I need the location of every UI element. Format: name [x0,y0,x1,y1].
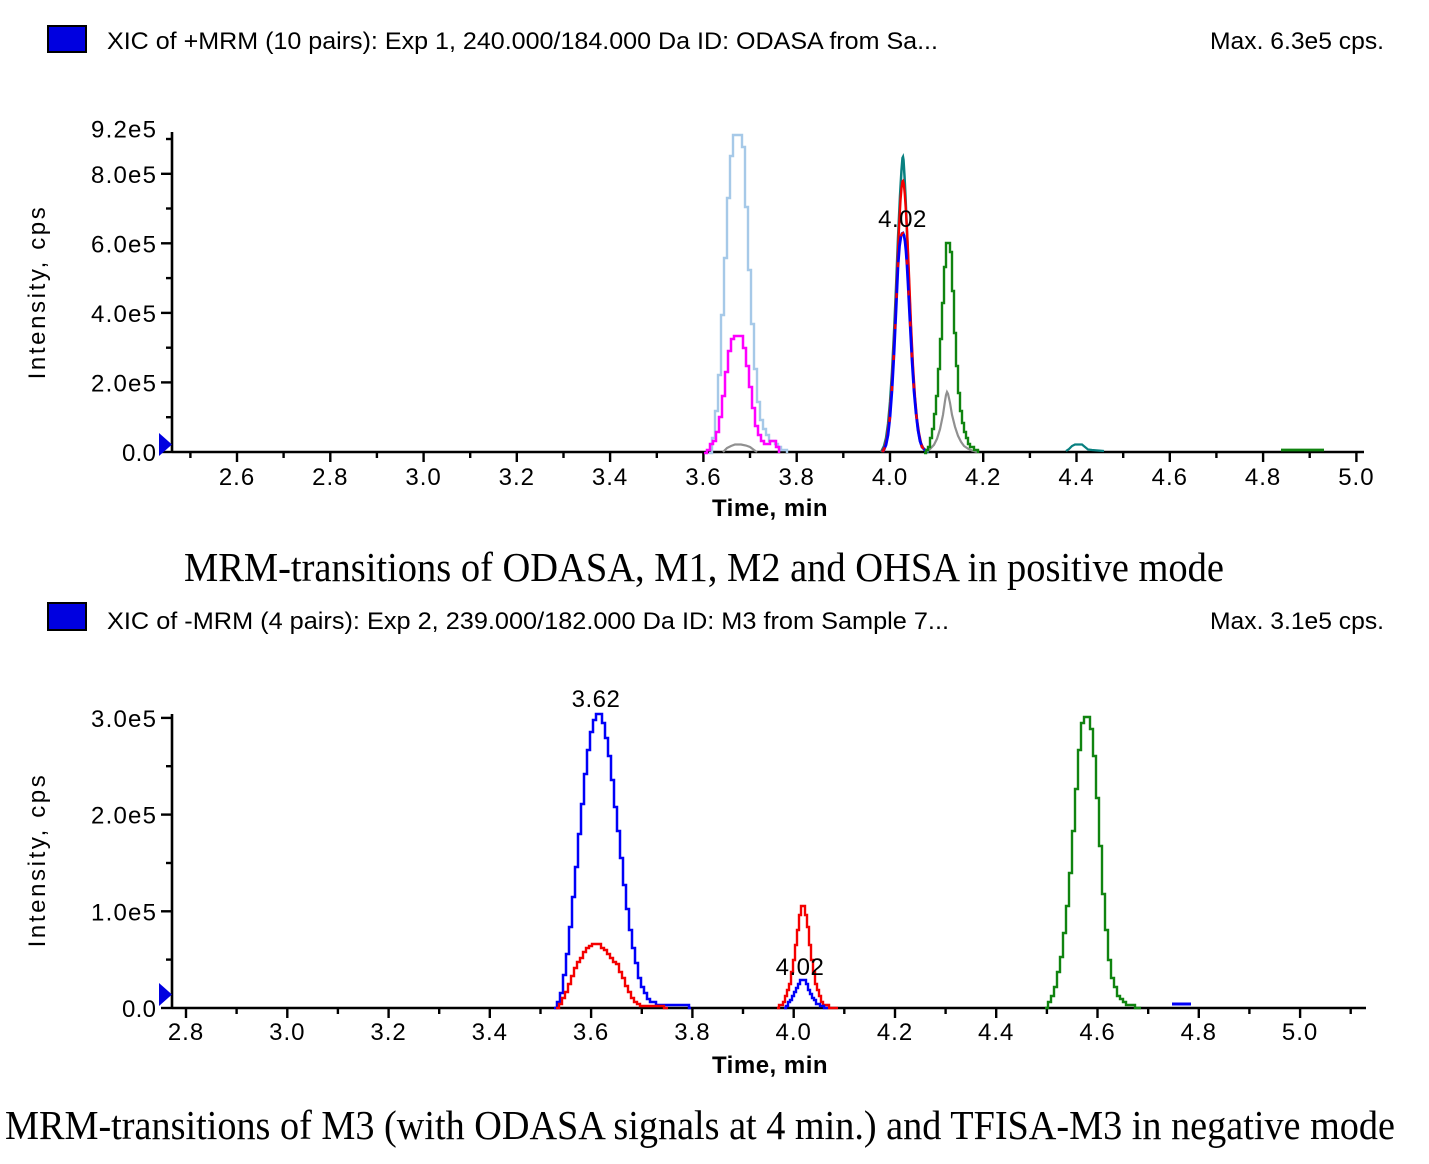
svg-text:9.2e5: 9.2e5 [91,117,156,144]
svg-text:2.0e5: 2.0e5 [91,803,156,830]
svg-text:4.2: 4.2 [965,464,1001,491]
svg-text:MRM-transitions of ODASA, M1,: MRM-transitions of ODASA, M1, M2 and OHS… [184,544,1224,590]
svg-text:4.02: 4.02 [776,954,825,981]
svg-text:3.62: 3.62 [572,686,621,713]
svg-text:3.0: 3.0 [405,464,441,491]
svg-text:3.4: 3.4 [472,1019,508,1046]
svg-text:5.0: 5.0 [1338,464,1374,491]
svg-text:3.8: 3.8 [674,1019,710,1046]
svg-text:MRM-transitions of M3 (with OD: MRM-transitions of M3 (with ODASA signal… [5,1102,1395,1148]
svg-text:3.4: 3.4 [592,464,628,491]
svg-text:4.4: 4.4 [978,1019,1014,1046]
svg-text:4.8: 4.8 [1181,1019,1217,1046]
svg-text:2.0e5: 2.0e5 [91,370,156,397]
svg-text:Max. 6.3e5 cps.: Max. 6.3e5 cps. [1210,28,1384,55]
svg-text:4.8: 4.8 [1245,464,1281,491]
svg-text:3.6: 3.6 [573,1019,609,1046]
svg-text:4.02: 4.02 [878,206,927,233]
svg-text:4.6: 4.6 [1152,464,1188,491]
svg-text:Intensity, cps: Intensity, cps [24,205,51,380]
svg-text:3.2: 3.2 [370,1019,406,1046]
svg-text:Time, min: Time, min [712,1052,828,1079]
svg-text:0.0: 0.0 [122,440,156,467]
svg-text:4.2: 4.2 [877,1019,913,1046]
svg-text:5.0: 5.0 [1282,1019,1318,1046]
svg-text:8.0e5: 8.0e5 [91,162,156,189]
svg-text:XIC of -MRM (4 pairs): Exp 2,: XIC of -MRM (4 pairs): Exp 2, 239.000/18… [107,608,949,635]
svg-text:Time, min: Time, min [712,495,828,522]
svg-text:1.0e5: 1.0e5 [91,899,156,926]
svg-text:4.4: 4.4 [1058,464,1094,491]
svg-text:3.0e5: 3.0e5 [91,706,156,733]
svg-text:6.0e5: 6.0e5 [91,231,156,258]
svg-text:2.6: 2.6 [219,464,255,491]
svg-text:4.0e5: 4.0e5 [91,301,156,328]
svg-text:0.0: 0.0 [122,996,156,1023]
svg-text:XIC of +MRM (10 pairs): Exp 1,: XIC of +MRM (10 pairs): Exp 1, 240.000/1… [107,28,938,55]
svg-text:4.6: 4.6 [1079,1019,1115,1046]
svg-text:3.2: 3.2 [499,464,535,491]
svg-text:2.8: 2.8 [168,1019,204,1046]
svg-text:4.0: 4.0 [776,1019,812,1046]
svg-text:Max. 3.1e5 cps.: Max. 3.1e5 cps. [1210,608,1384,635]
svg-text:3.0: 3.0 [269,1019,305,1046]
svg-text:3.6: 3.6 [685,464,721,491]
svg-text:Intensity, cps: Intensity, cps [24,773,51,948]
svg-text:2.8: 2.8 [312,464,348,491]
svg-text:3.8: 3.8 [779,464,815,491]
svg-text:4.0: 4.0 [872,464,908,491]
